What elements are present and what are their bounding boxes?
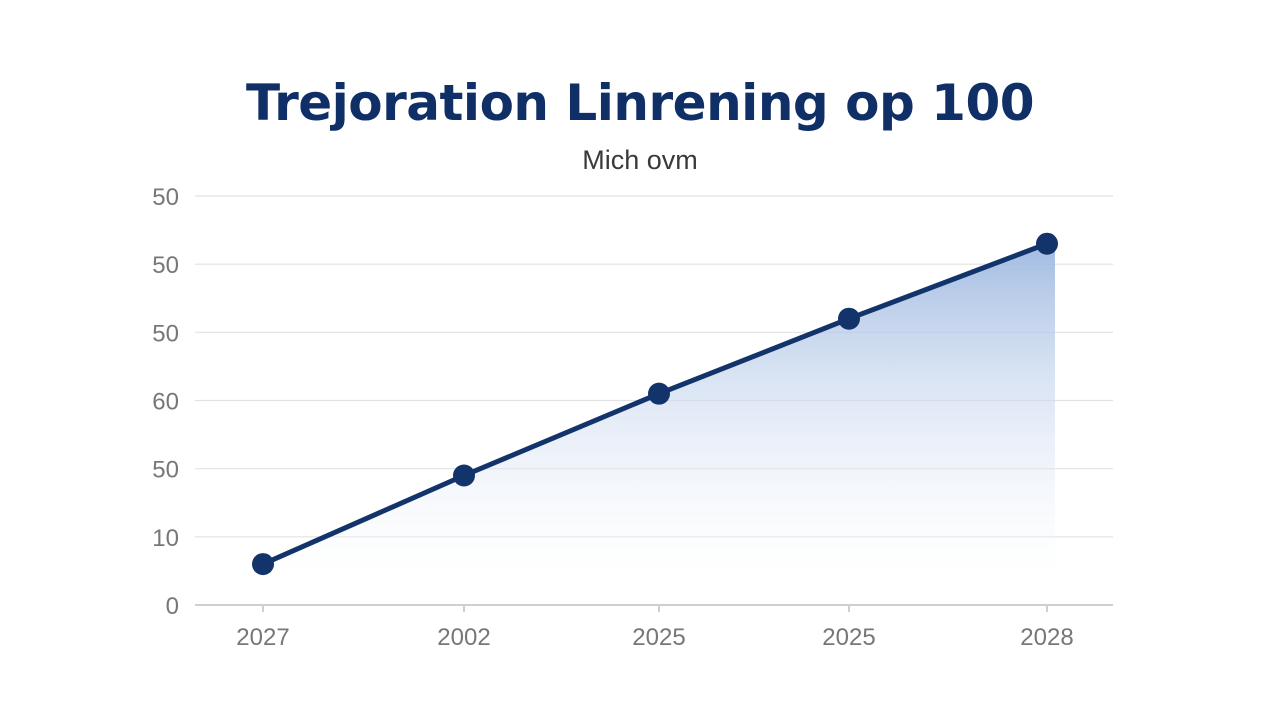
y-tick-label: 60 xyxy=(152,389,179,416)
y-tick-label: 10 xyxy=(152,525,179,552)
area-fill-layer xyxy=(263,243,1055,578)
chart-title: Trejoration Linrening op 100 xyxy=(245,74,1035,132)
x-tick-label: 2002 xyxy=(437,624,490,651)
x-tick-label: 2027 xyxy=(236,624,289,651)
y-tick-label: 0 xyxy=(166,593,179,620)
y-tick-label: 50 xyxy=(152,320,179,347)
data-point xyxy=(1036,232,1058,255)
x-axis xyxy=(195,604,1113,612)
data-points xyxy=(252,232,1058,576)
y-tick-label: 50 xyxy=(152,457,179,484)
x-tick-label: 2028 xyxy=(1020,624,1073,651)
data-point xyxy=(252,553,274,576)
y-tick-label: 50 xyxy=(152,184,179,211)
x-tick-label: 2025 xyxy=(632,624,685,651)
area-fill xyxy=(263,243,1055,578)
data-point xyxy=(648,382,670,405)
data-point xyxy=(838,307,860,330)
x-tick-label: 2025 xyxy=(822,624,875,651)
data-point xyxy=(453,464,475,487)
x-tick-labels: 2027 2002 2025 2025 2028 xyxy=(236,624,1073,651)
chart-subtitle: Mich ovm xyxy=(582,145,698,175)
y-tick-labels: 0 10 50 60 50 50 50 xyxy=(152,184,179,620)
y-tick-label: 50 xyxy=(152,252,179,279)
